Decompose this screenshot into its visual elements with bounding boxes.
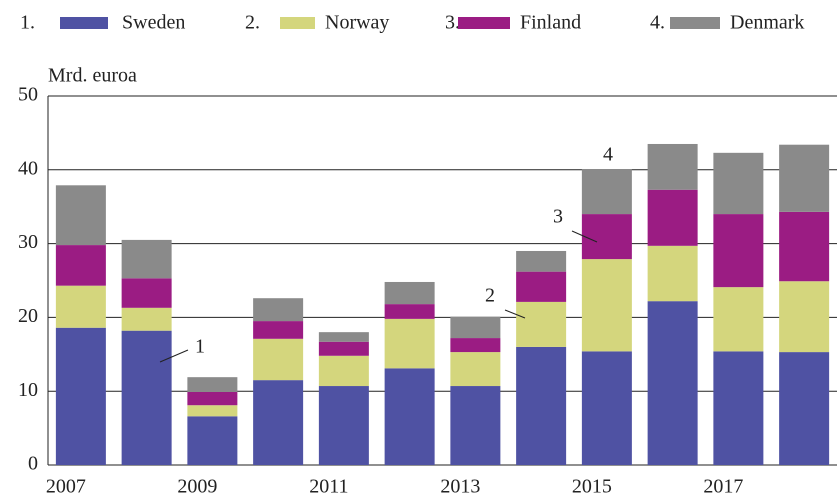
bar-segment: [647, 189, 698, 246]
bar-segment: [187, 405, 238, 417]
annotation-leader: [571, 230, 598, 243]
bar-segment: [55, 327, 106, 465]
bar-segment: [318, 355, 369, 387]
bar-segment: [187, 377, 238, 392]
bar-segment: [779, 281, 830, 353]
legend-swatch: [60, 17, 108, 29]
legend-number: 1.: [20, 12, 35, 34]
bar-segment: [713, 214, 764, 288]
bar-segment: [516, 271, 567, 302]
bar-segment: [779, 211, 830, 282]
bar-segment: [516, 346, 567, 465]
bar-segment: [187, 416, 238, 465]
legend-label: Denmark: [730, 12, 804, 34]
y-tick-label: 20: [18, 305, 38, 327]
legend-number: 2.: [245, 12, 260, 34]
bar-segment: [253, 380, 304, 465]
bar-segment: [253, 338, 304, 381]
annotation-leader: [159, 349, 189, 363]
y-axis-label: Mrd. euroa: [48, 65, 137, 87]
bar-segment: [450, 386, 501, 465]
bar-segment: [647, 245, 698, 302]
bar-segment: [581, 214, 632, 260]
x-tick-label: 2007: [46, 476, 86, 498]
legend-label: Sweden: [122, 12, 185, 34]
bar-segment: [384, 318, 435, 369]
bar-segment: [450, 352, 501, 387]
bar-segment: [318, 341, 369, 356]
x-tick-label: 2013: [440, 476, 480, 498]
bar-segment: [55, 185, 106, 246]
legend-number: 4.: [650, 12, 665, 34]
bar-segment: [450, 316, 501, 339]
bar-segment: [516, 250, 567, 272]
y-tick-label: 50: [18, 84, 38, 106]
legend-number: 3.: [445, 12, 460, 34]
bar-segment: [384, 368, 435, 465]
bar-segment: [318, 386, 369, 465]
bar-segment: [55, 285, 106, 328]
bar-segment: [647, 301, 698, 465]
bar-segment: [318, 332, 369, 342]
bar-segment: [516, 301, 567, 347]
y-tick-label: 0: [28, 453, 38, 475]
bar-segment: [121, 239, 172, 279]
bar-segment: [384, 281, 435, 305]
bar-segment: [187, 391, 238, 406]
legend-label: Finland: [520, 12, 581, 34]
annotation: 2: [485, 285, 495, 307]
legend-swatch: [280, 17, 315, 29]
bar-segment: [121, 330, 172, 465]
bar-segment: [253, 321, 304, 339]
y-tick-label: 40: [18, 157, 38, 179]
bar-segment: [55, 245, 106, 286]
x-tick-label: 2009: [177, 476, 217, 498]
legend-label: Norway: [325, 12, 389, 34]
bar-segment: [581, 351, 632, 465]
bar-segment: [647, 143, 698, 190]
legend-swatch: [670, 17, 720, 29]
bar-segment: [713, 152, 764, 215]
bar-segment: [253, 298, 304, 322]
annotation: 1: [195, 336, 205, 358]
y-tick-label: 10: [18, 379, 38, 401]
bar-segment: [581, 169, 632, 215]
bar-segment: [779, 352, 830, 465]
bar-segment: [450, 338, 501, 353]
bar-segment: [779, 144, 830, 212]
annotation: 4: [603, 144, 613, 166]
bar-segment: [713, 287, 764, 352]
annotation-leader: [504, 309, 526, 319]
x-tick-label: 2011: [309, 476, 348, 498]
bar-segment: [713, 351, 764, 465]
annotation: 3: [553, 206, 563, 228]
bar-segment: [121, 278, 172, 308]
bar-segment: [581, 259, 632, 352]
y-tick-label: 30: [18, 231, 38, 253]
x-tick-label: 2015: [572, 476, 612, 498]
legend-swatch: [458, 17, 510, 29]
bar-segment: [384, 304, 435, 319]
x-tick-label: 2017: [703, 476, 743, 498]
bar-segment: [121, 307, 172, 331]
